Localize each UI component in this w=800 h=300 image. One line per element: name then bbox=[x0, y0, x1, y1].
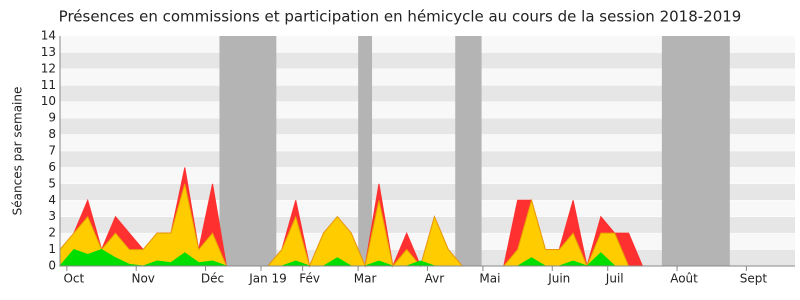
y-tick-label: 1 bbox=[48, 242, 56, 256]
x-tick-label: Fév bbox=[299, 272, 320, 286]
y-tick-label: 12 bbox=[41, 61, 56, 75]
y-tick-label: 0 bbox=[48, 259, 56, 273]
x-tick-label: Oct bbox=[63, 272, 84, 286]
x-tick-label: Sept bbox=[740, 272, 768, 286]
y-tick-label: 13 bbox=[41, 45, 56, 59]
y-tick-label: 11 bbox=[41, 78, 56, 92]
x-tick-label: Déc bbox=[201, 272, 224, 286]
y-tick-label: 14 bbox=[41, 29, 56, 43]
y-tick-label: 6 bbox=[48, 160, 56, 174]
x-tick-label: Mai bbox=[479, 272, 500, 286]
x-tick-label: Nov bbox=[131, 272, 154, 286]
y-tick-label: 9 bbox=[48, 111, 56, 125]
x-tick-label: Août bbox=[670, 272, 698, 286]
x-tick-label: Mar bbox=[354, 272, 377, 286]
y-tick-label: 8 bbox=[48, 127, 56, 141]
x-tick-label: Juin bbox=[547, 272, 570, 286]
x-tick-label: Avr bbox=[425, 272, 445, 286]
shaded-period bbox=[219, 36, 277, 266]
y-axis-label: Séances par semaine bbox=[11, 87, 25, 216]
x-tick-label: Jan 19 bbox=[248, 272, 287, 286]
shaded-period bbox=[661, 36, 730, 266]
y-tick-label: 3 bbox=[48, 209, 56, 223]
y-tick-label: 4 bbox=[48, 193, 56, 207]
y-tick-label: 10 bbox=[41, 94, 56, 108]
y-tick-label: 7 bbox=[48, 144, 56, 158]
shaded-period bbox=[455, 36, 482, 266]
y-tick-label: 5 bbox=[48, 176, 56, 190]
x-tick-label: Juil bbox=[605, 272, 624, 286]
shaded-period bbox=[358, 36, 373, 266]
chart-title: Présences en commissions et participatio… bbox=[59, 8, 742, 26]
y-tick-label: 2 bbox=[48, 226, 56, 240]
